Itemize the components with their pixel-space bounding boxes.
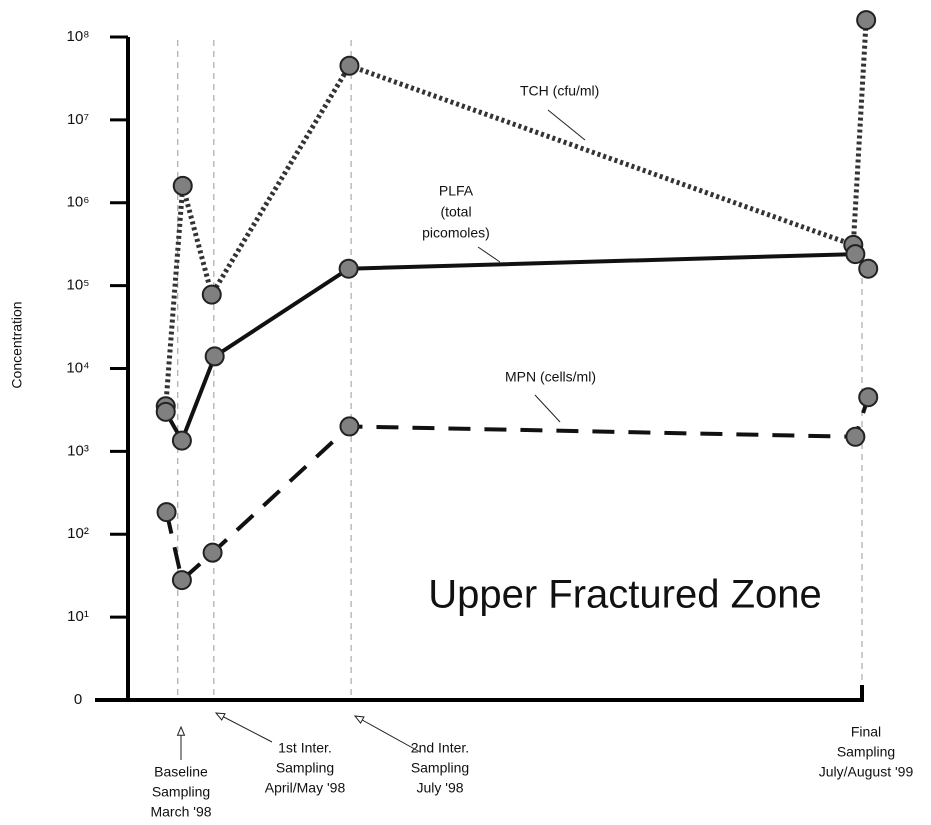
y-tick-label: 10⁷ [67,111,89,128]
data-point [171,570,192,591]
y-tick-label: 0 [74,691,82,708]
series-label: picomoles) [422,225,490,241]
series-label: MPN (cells/ml) [505,369,596,385]
data-point [204,346,225,367]
series-label: (total [440,204,471,220]
y-tick-label: 10⁵ [67,277,90,294]
y-tick-label: 10² [67,525,89,542]
event-label: 1st Inter. [278,740,332,756]
data-point [155,401,176,422]
data-point [172,175,193,196]
data-point [845,244,866,265]
event-label: July '98 [416,780,463,796]
data-point [845,426,866,447]
event-arrowhead [214,712,226,721]
event-label: April/May '98 [265,780,346,796]
event-label: Sampling [152,784,210,800]
leader-line [547,109,586,141]
y-tick-label: 10⁶ [67,194,90,211]
event-arrow [215,712,273,743]
y-tick-label: 10¹ [67,608,89,625]
event-label: Sampling [276,760,334,776]
data-point [339,55,360,76]
data-point [858,258,879,279]
series-line [164,396,871,584]
event-label: July/August '99 [819,764,914,780]
data-point [156,502,177,523]
event-label: Sampling [411,760,469,776]
data-point [858,387,879,408]
chart-annotation: Upper Fractured Zone [428,573,822,617]
event-label: Baseline [154,764,208,780]
series-label: PLFA [439,183,474,199]
event-label: Sampling [837,744,895,760]
series-line [163,19,869,407]
data-point [202,542,223,563]
event-arrowhead [353,715,365,724]
data-point [201,284,222,305]
series-label: TCH (cfu/ml) [520,83,599,99]
leader-line [477,246,501,263]
series-line [163,252,870,446]
data-point [338,258,359,279]
leader-line [534,394,561,423]
event-label: March '98 [150,804,211,820]
data-point [171,430,192,451]
event-label: 2nd Inter. [411,740,469,756]
event-arrow [354,715,421,753]
y-tick-label: 10⁸ [66,28,89,45]
data-point [339,416,360,437]
event-arrowhead [176,725,186,736]
data-point [856,10,877,31]
y-axis-label: Concentration [9,301,25,388]
event-label: Final [851,724,881,740]
y-tick-label: 10³ [67,442,89,459]
y-tick-label: 10⁴ [66,359,89,376]
